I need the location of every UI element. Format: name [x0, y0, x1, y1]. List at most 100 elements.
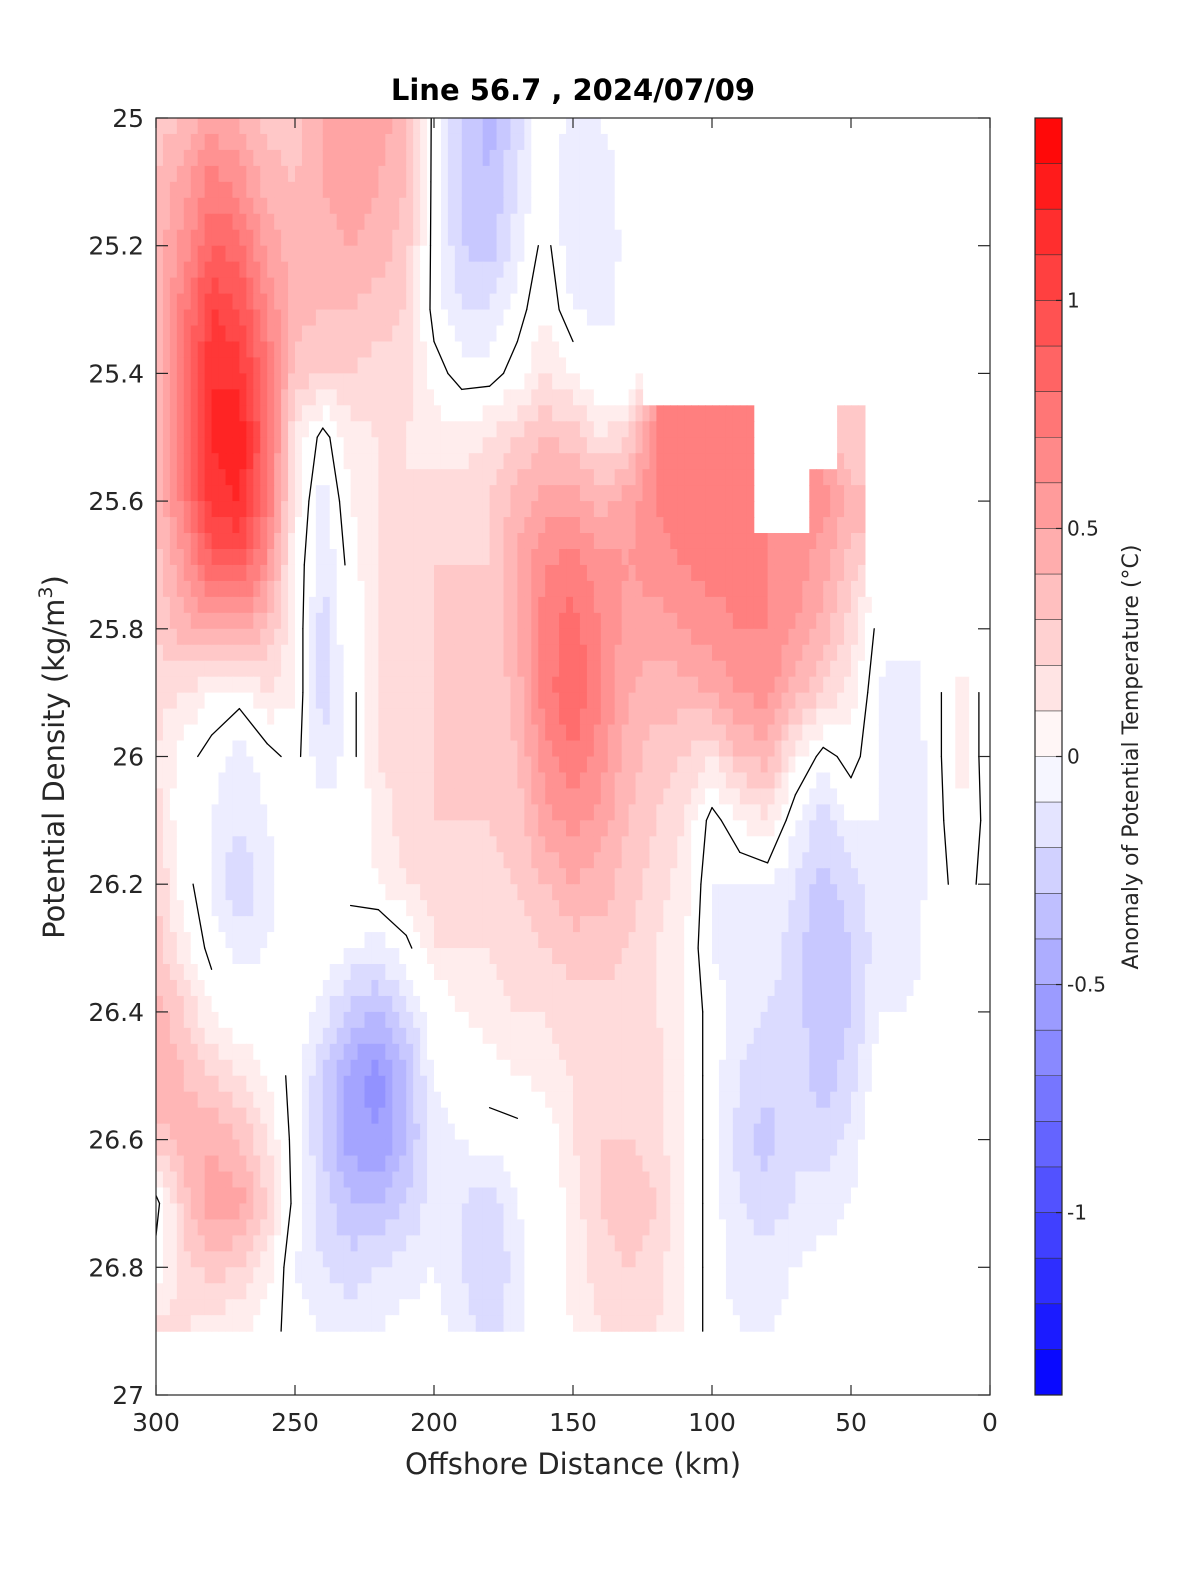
heatmap-cell — [295, 389, 303, 406]
heatmap-cell — [197, 804, 206, 821]
heatmap-cell — [559, 389, 567, 406]
heatmap-cell — [614, 437, 623, 454]
heatmap-cell — [670, 724, 678, 742]
heatmap-cell — [434, 437, 442, 454]
heatmap-cell — [607, 149, 616, 167]
heatmap-cell — [357, 213, 366, 231]
heatmap-cell — [267, 197, 275, 215]
heatmap-cell — [566, 453, 574, 470]
heatmap-cell — [406, 437, 414, 454]
heatmap-cell — [628, 644, 637, 662]
heatmap-cell — [427, 788, 435, 805]
heatmap-cell — [496, 644, 505, 662]
heatmap-cell — [385, 165, 393, 183]
heatmap-cell — [698, 756, 706, 774]
heatmap-cell — [559, 660, 567, 678]
heatmap-cell — [364, 676, 373, 694]
heatmap-cell — [475, 692, 484, 710]
heatmap-cell — [851, 405, 859, 422]
heatmap-cell — [253, 373, 261, 390]
heatmap-cell — [649, 932, 657, 949]
heatmap-cell — [552, 836, 560, 853]
heatmap-cell — [156, 596, 164, 614]
heatmap-cell — [239, 325, 247, 343]
heatmap-cell — [461, 836, 470, 853]
heatmap-cell — [246, 197, 254, 215]
heatmap-cell — [927, 772, 935, 790]
heatmap-cell — [607, 756, 616, 774]
heatmap-cell — [712, 485, 720, 502]
heatmap-cell — [447, 533, 456, 550]
heatmap-cell — [524, 181, 532, 199]
heatmap-cell — [385, 676, 393, 694]
heatmap-cell — [253, 836, 261, 853]
heatmap-cell — [461, 389, 470, 406]
heatmap-cell — [288, 820, 296, 837]
heatmap-cell — [962, 788, 970, 805]
heatmap-cell — [732, 612, 741, 630]
heatmap-cell — [649, 772, 657, 790]
heatmap-cell — [948, 740, 956, 758]
heatmap-cell — [371, 421, 379, 438]
heatmap-cell — [343, 628, 352, 646]
heatmap-cell — [503, 788, 512, 805]
heatmap-cell — [753, 820, 762, 837]
heatmap-cell — [385, 357, 393, 374]
heatmap-cell — [851, 453, 859, 470]
heatmap-cell — [586, 485, 595, 502]
heatmap-cell — [566, 118, 574, 135]
heatmap-cell — [913, 900, 922, 917]
heatmap-cell — [531, 804, 539, 821]
heatmap-cell — [503, 533, 512, 550]
heatmap-cell — [614, 165, 623, 183]
heatmap-cell — [885, 708, 894, 726]
heatmap-cell — [621, 548, 630, 566]
heatmap-cell — [538, 229, 546, 247]
heatmap-cell — [746, 628, 755, 646]
heatmap-cell — [260, 373, 268, 390]
heatmap-cell — [962, 724, 970, 742]
heatmap-cell — [579, 836, 588, 853]
heatmap-cell — [322, 660, 331, 678]
heatmap-cell — [885, 772, 894, 790]
heatmap-cell — [684, 772, 692, 790]
heatmap-cell — [649, 485, 657, 502]
heatmap-cell — [871, 836, 880, 853]
heatmap-cell — [246, 485, 254, 502]
heatmap-cell — [420, 325, 428, 343]
heatmap-cell — [392, 724, 400, 742]
heatmap-cell — [705, 756, 713, 774]
heatmap-cell — [593, 133, 602, 151]
heatmap-cell — [573, 517, 581, 534]
heatmap-cell — [830, 836, 838, 853]
heatmap-cell — [267, 676, 275, 694]
heatmap-cell — [434, 756, 442, 774]
heatmap-cell — [732, 916, 741, 933]
heatmap-cell — [253, 229, 261, 247]
heatmap-cell — [628, 293, 637, 311]
heatmap-cell — [823, 852, 831, 869]
heatmap-cell — [566, 373, 574, 390]
heatmap-cell — [753, 804, 762, 821]
heatmap-cell — [295, 517, 303, 534]
heatmap-cell — [809, 852, 817, 869]
heatmap-cell — [531, 437, 539, 454]
heatmap-cell — [677, 580, 685, 598]
heatmap-cell — [593, 325, 602, 343]
heatmap-cell — [475, 612, 484, 630]
heatmap-cell — [607, 644, 616, 662]
heatmap-cell — [906, 772, 915, 790]
heatmap-cell — [482, 213, 491, 231]
heatmap-cell — [406, 788, 414, 805]
heatmap-cell — [573, 325, 581, 343]
heatmap-cell — [190, 405, 199, 422]
heatmap-cell — [434, 900, 442, 917]
heatmap-cell — [600, 485, 609, 502]
heatmap-cell — [607, 900, 616, 917]
heatmap-cell — [427, 612, 435, 630]
heatmap-cell — [156, 564, 164, 582]
heatmap-cell — [955, 916, 963, 933]
heatmap-cell — [718, 724, 727, 742]
heatmap-cell — [628, 229, 637, 247]
heatmap-cell — [913, 884, 922, 901]
